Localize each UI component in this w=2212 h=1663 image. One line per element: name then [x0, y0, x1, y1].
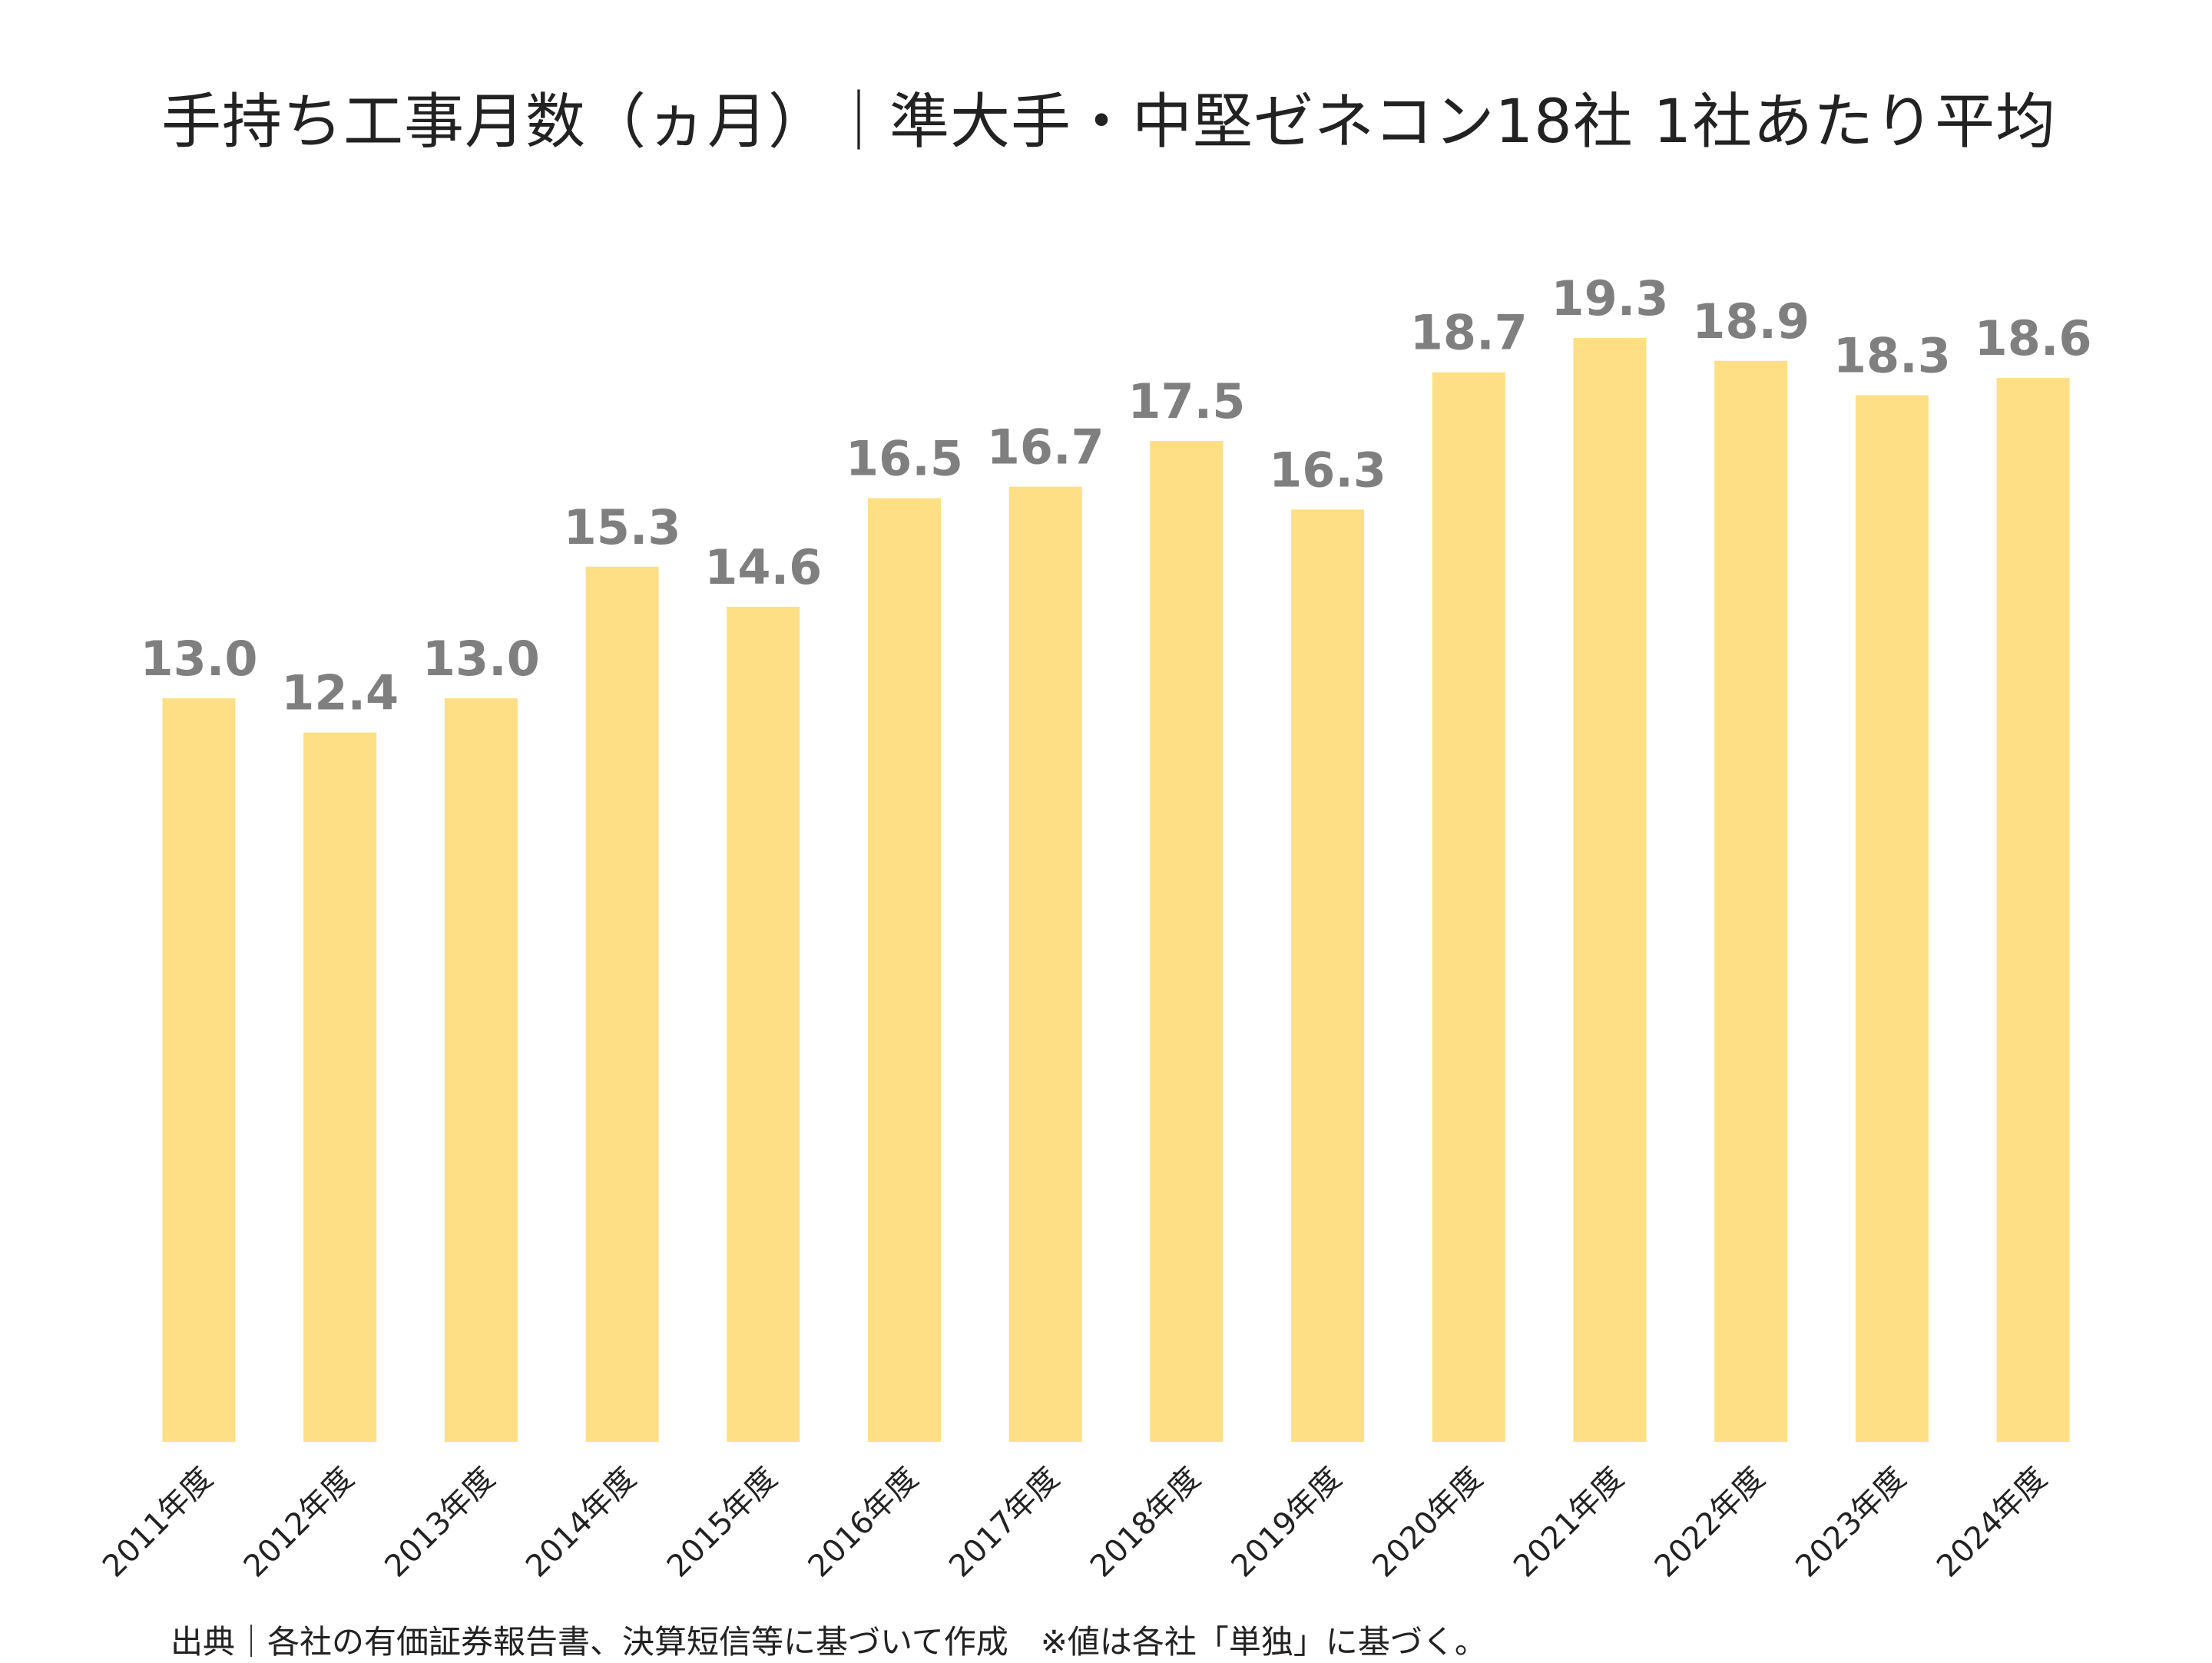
- x-tick-label: 2021年度: [1507, 1461, 1631, 1585]
- bars-layer: [162, 338, 2070, 1443]
- x-tick-label: 2012年度: [237, 1461, 361, 1585]
- bar: [727, 606, 800, 1442]
- bar-value-label: 15.3: [564, 499, 681, 555]
- bar: [1432, 372, 1505, 1443]
- bar-value-label: 18.6: [1975, 310, 2092, 366]
- x-tick-label: 2015年度: [661, 1461, 784, 1585]
- value-labels-layer: 13.0 12.4 13.0 15.3 14.6 16.5 16.7 17.5 16.3 18.7…: [141, 270, 2092, 721]
- bar-value-label: 16.7: [987, 419, 1104, 475]
- bar: [868, 498, 941, 1442]
- x-tick-label: 2022年度: [1648, 1461, 1772, 1585]
- bar-value-label: 14.6: [704, 539, 822, 595]
- x-tick-label: 2011年度: [96, 1461, 220, 1585]
- bar-value-label: 13.0: [141, 631, 258, 687]
- x-tick-label: 2023年度: [1789, 1461, 1912, 1585]
- x-tick-label: 2018年度: [1084, 1461, 1207, 1585]
- x-tick-label: 2017年度: [942, 1461, 1066, 1585]
- bar-value-label: 12.4: [281, 665, 399, 721]
- bar-value-label: 18.3: [1833, 328, 1951, 384]
- bar: [1714, 360, 1788, 1442]
- x-tick-label: 2020年度: [1366, 1461, 1489, 1585]
- x-axis-tick-labels: 2011年度 2012年度 2013年度 2014年度 2015年度 2016年度 2017…: [96, 1461, 2054, 1585]
- source-note: 出典｜各社の有価証券報告書、決算短信等に基づいて作成 ※値は各社「単独」に基づく…: [171, 1623, 1487, 1661]
- bar: [1291, 509, 1365, 1442]
- bar: [1855, 395, 1929, 1442]
- bar: [303, 732, 377, 1442]
- bar: [162, 698, 236, 1442]
- x-tick-label: 2024年度: [1930, 1461, 2054, 1585]
- x-tick-label: 2016年度: [801, 1461, 925, 1585]
- bar: [1150, 441, 1224, 1442]
- bar-value-label: 18.7: [1410, 305, 1528, 361]
- bar-value-label: 19.3: [1551, 270, 1669, 326]
- x-tick-label: 2014年度: [519, 1461, 643, 1585]
- bar-value-label: 17.5: [1128, 373, 1245, 429]
- bar: [1573, 338, 1647, 1442]
- x-tick-label: 2019年度: [1225, 1461, 1349, 1585]
- bar: [444, 698, 518, 1442]
- bar-value-label: 18.9: [1692, 293, 1810, 349]
- chart-title: 手持ち工事月数（ヵ月）｜準大手・中堅ゼネコン18社 1社あたり平均: [161, 88, 2057, 157]
- bar: [1996, 378, 2070, 1443]
- bar: [585, 566, 659, 1442]
- bar-value-label: 16.5: [846, 431, 963, 487]
- bar-value-label: 16.3: [1269, 442, 1386, 498]
- x-tick-label: 2013年度: [378, 1461, 502, 1585]
- bar-value-label: 13.0: [422, 631, 540, 687]
- bar: [1008, 486, 1082, 1442]
